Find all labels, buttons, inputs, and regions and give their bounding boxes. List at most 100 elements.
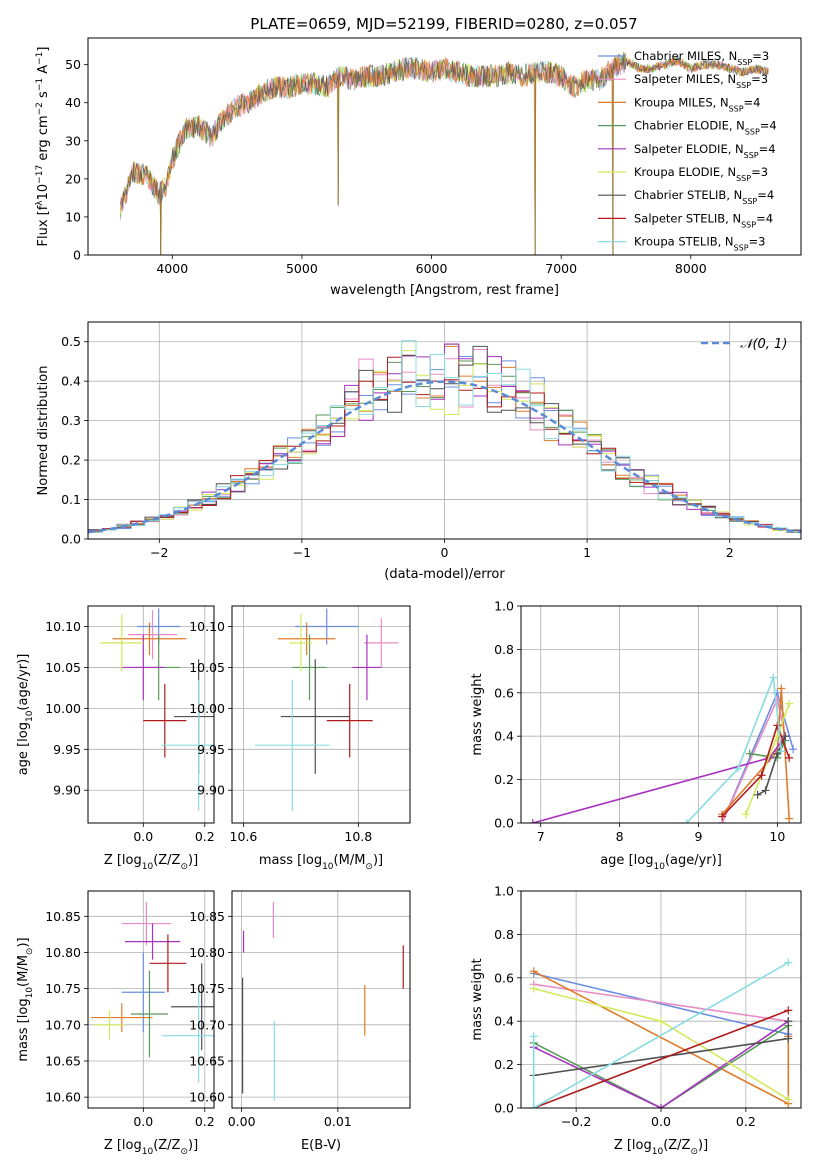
y-tick-label: 0.8 (494, 642, 514, 657)
legend-entry: Chabrier ELODIE, NSSP=4 (634, 119, 777, 137)
x-tick-label: −2 (150, 545, 168, 560)
weight-lines (528, 673, 798, 823)
y-tick-label: 0.6 (494, 970, 514, 985)
error-bars (241, 901, 404, 1101)
figure-title: PLATE=0659, MJD=52199, FIBERID=0280, z=0… (250, 15, 637, 33)
y-tick-label: 10.10 (189, 619, 225, 634)
y-tick-label: 9.95 (53, 742, 81, 757)
normal-curve (88, 380, 801, 534)
legend-entry: Salpeter MILES, NSSP=3 (634, 72, 768, 90)
y-tick-label: 0.3 (61, 413, 81, 428)
axes-frame (520, 605, 802, 824)
weight-marker (741, 810, 750, 819)
y-tick-label: 0.2 (494, 1057, 514, 1072)
x-tick-label: 0.01 (324, 1114, 352, 1129)
spectrum-line (120, 52, 769, 209)
legend-entry: Kroupa MILES, NSSP=4 (634, 95, 760, 113)
legend-entry: Kroupa ELODIE, NSSP=3 (634, 165, 768, 183)
weight-marker (777, 747, 786, 756)
y-tick-label: 0 (73, 248, 81, 263)
error-bars (91, 901, 214, 1083)
x-tick-label: 10.6 (230, 829, 258, 844)
x-tick-label: 10.8 (344, 829, 372, 844)
y-tick-label: 10.60 (189, 1090, 225, 1105)
y-tick-label: 10.85 (189, 909, 225, 924)
legend-entry: Salpeter ELODIE, NSSP=4 (634, 142, 776, 160)
x-axis-label: wavelength [Angstrom, rest frame] (330, 283, 559, 298)
x-tick-label: 4000 (156, 261, 188, 276)
weight-marker (784, 1006, 793, 1015)
y-tick-label: 10.65 (45, 1053, 81, 1068)
x-tick-label: 10 (769, 829, 785, 844)
x-tick-label: 2 (726, 545, 734, 560)
weight-marker (529, 984, 538, 993)
y-tick-label: 10.75 (45, 981, 81, 996)
legend-entry: 𝒩(0, 1) (740, 337, 787, 352)
y-tick-label: 30 (65, 133, 81, 148)
x-tick-label: 0.0 (133, 1114, 153, 1129)
y-tick-label: 0.0 (61, 532, 81, 547)
weight-marker (657, 1104, 665, 1108)
y-axis-label: mass [log10(M/M⊙)] (16, 937, 35, 1061)
weight-lines (529, 958, 793, 1108)
y-tick-label: 20 (65, 171, 81, 186)
y-tick-label: 1.0 (494, 599, 514, 614)
x-tick-label: 0.2 (195, 829, 215, 844)
y-axis-label: mass weight (470, 958, 485, 1040)
weight-marker (785, 814, 794, 823)
histogram-kroupa-stelib (88, 340, 801, 534)
axes-frame (520, 890, 802, 1109)
axes-frame (87, 890, 215, 1109)
weight-marker (529, 1104, 538, 1108)
y-axis-label: Flux [fλ10−17 erg cm−2 s−1 A−1] (35, 47, 51, 247)
weight-marker (784, 958, 793, 967)
y-tick-label: 10.00 (189, 701, 225, 716)
weight-line (721, 722, 790, 818)
y-tick-label: 10.70 (45, 1017, 81, 1032)
x-axis-label: mass [log10(M/M⊙)] (259, 853, 383, 872)
weight-marker (773, 721, 782, 730)
axes-frame (231, 605, 411, 824)
y-tick-label: 0.6 (494, 685, 514, 700)
weight-marker (528, 819, 537, 823)
spectrum-line (120, 52, 769, 255)
spectrum-lines (120, 51, 769, 255)
y-tick-label: 10.80 (189, 945, 225, 960)
weight-marker (733, 764, 742, 773)
y-tick-label: 1.0 (494, 884, 514, 899)
x-tick-label: 0.0 (133, 829, 153, 844)
spectrum-line (120, 53, 769, 212)
panel-age-Z: 0.0 0.2 9.90 9.95 10.00 10.05 10.10 Z [log10(Z/… (16, 605, 215, 872)
x-axis-label: Z [log10(Z/Z⊙)] (104, 853, 198, 872)
y-tick-label: 10.00 (45, 701, 81, 716)
weight-marker (761, 786, 770, 795)
panel-weight-age: 7 8 9 10 0.0 0.2 0.4 0.6 0.8 1.0 age [log10(age/yr… (470, 599, 802, 872)
x-tick-label: 6000 (416, 261, 448, 276)
weight-marker (757, 771, 766, 780)
y-tick-label: 9.95 (197, 742, 225, 757)
panel-residuals: −2 −1 0 1 2 0.0 0.1 0.2 0.3 0.4 0.5 𝒩(0, 1) (data-mo… (36, 321, 802, 582)
y-tick-label: 0.5 (61, 334, 81, 349)
weight-marker (781, 732, 790, 741)
weight-line (532, 961, 789, 1108)
axes-frame (87, 37, 802, 256)
y-tick-label: 0.0 (494, 1101, 514, 1116)
weight-line (533, 1020, 789, 1108)
x-tick-label: 1 (583, 545, 591, 560)
weight-marker (789, 745, 798, 754)
x-tick-label: −0.2 (561, 1114, 591, 1129)
axes-frame (231, 890, 411, 1109)
error-bars (254, 608, 399, 811)
x-tick-label: 0.2 (736, 1114, 756, 1129)
weight-line (533, 972, 789, 1035)
weight-marker (745, 749, 754, 758)
weight-marker (777, 684, 786, 693)
y-axis-label: Normed distribution (36, 366, 51, 496)
histogram-salpeter-elodie (88, 343, 801, 534)
y-tick-label: 0.2 (494, 772, 514, 787)
x-tick-label: −1 (293, 545, 311, 560)
panel-mass-Z: 0.0 0.2 10.60 10.65 10.70 10.75 10.80 10.85 Z [l… (16, 890, 215, 1157)
y-tick-label: 0.2 (61, 453, 81, 468)
weight-marker (784, 1017, 793, 1026)
